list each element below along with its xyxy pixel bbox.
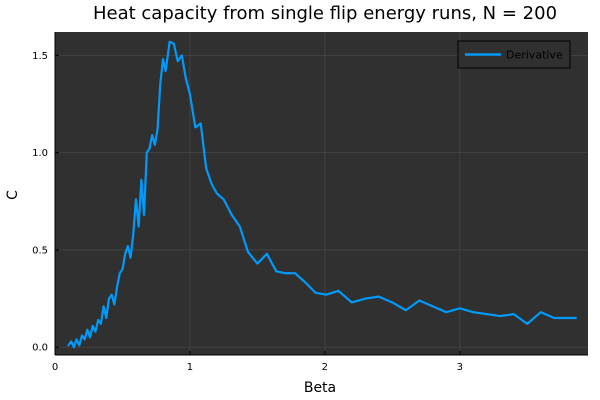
legend-label: Derivative [506,49,563,62]
y-tick-label: 1.5 [32,51,48,62]
x-axis-label: Beta [304,380,336,396]
x-tick-label: 1 [187,362,193,373]
y-tick-label: 0.0 [32,343,48,354]
x-tick-label: 0 [52,362,58,373]
y-tick-label: 0.5 [32,245,48,256]
plot-area [55,32,588,355]
x-tick-label: 3 [457,362,463,373]
y-tick-label: 1.0 [32,148,48,159]
tick-labels: 0 1 2 3 0.0 0.5 1.0 1.5 [32,51,463,373]
x-tick-label: 2 [322,362,328,373]
y-axis-label: C [5,190,21,200]
series-layer [67,40,577,349]
chart-title: Heat capacity from single flip energy ru… [93,3,557,24]
series-line-derivative [67,40,577,349]
legend: Derivative [457,40,571,69]
axes [54,32,588,356]
